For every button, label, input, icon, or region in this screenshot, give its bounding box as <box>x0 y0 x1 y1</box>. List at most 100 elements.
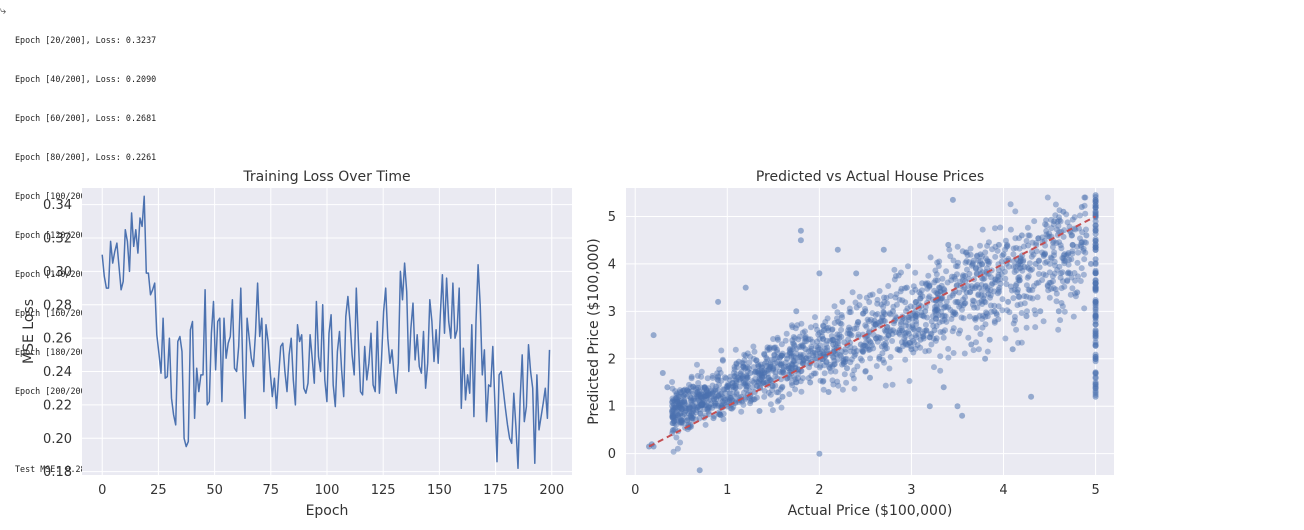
scatter-point <box>977 242 983 249</box>
scatter-point <box>792 361 799 368</box>
scatter-point <box>816 346 823 353</box>
scatter-point <box>829 363 836 370</box>
scatter-point <box>840 356 847 363</box>
scatter-point <box>743 372 750 379</box>
scatter-point <box>999 296 1006 303</box>
scatter-point <box>698 402 705 409</box>
scatter-point <box>1056 207 1063 214</box>
scatter-point <box>1082 249 1089 256</box>
scatter-point <box>978 281 985 288</box>
scatter-point <box>821 362 828 369</box>
scatter-point <box>870 320 877 327</box>
scatter-point <box>984 242 991 249</box>
scatter-point <box>913 298 919 305</box>
scatter-point <box>696 388 703 395</box>
scatter-point <box>698 368 705 375</box>
scatter-point <box>1043 258 1050 265</box>
scatter-point <box>854 363 861 370</box>
scatter-point <box>714 374 721 381</box>
scatter-point <box>761 351 768 357</box>
scatter-point <box>1057 218 1064 225</box>
scatter-point <box>817 377 824 384</box>
scatter-point <box>790 357 797 364</box>
scatter-point <box>734 364 741 371</box>
scatter-point <box>737 375 744 382</box>
scatter-point <box>973 324 980 331</box>
scatter-point <box>976 266 983 273</box>
scatter-point <box>1081 256 1088 263</box>
scatter-point <box>975 257 982 264</box>
scatter-point <box>899 327 906 334</box>
scatter-point <box>761 370 768 377</box>
scatter-point <box>908 334 915 341</box>
scatter-point <box>687 397 694 404</box>
scatter-point <box>1016 294 1023 301</box>
scatter-point <box>699 400 705 407</box>
scatter-point <box>951 273 958 280</box>
scatter-point <box>669 412 676 419</box>
scatter-point <box>731 364 738 370</box>
scatter-point <box>1015 276 1022 283</box>
scatter-point <box>827 361 834 368</box>
scatter-point <box>650 332 657 339</box>
scatter-point <box>1005 263 1012 270</box>
scatter-point <box>940 384 947 391</box>
scatter-point <box>929 313 936 320</box>
scatter-point <box>1092 280 1099 287</box>
scatter-point <box>830 353 836 360</box>
scatter-point <box>690 390 696 397</box>
scatter-point <box>1029 266 1036 273</box>
scatter-point <box>797 368 804 374</box>
scatter-point <box>691 395 698 402</box>
scatter-point <box>946 294 953 301</box>
scatter-point <box>724 386 731 393</box>
scatter-point <box>1026 260 1033 267</box>
scatter-point <box>1064 219 1071 226</box>
scatter-point <box>1021 293 1028 300</box>
scatter-point <box>829 326 836 333</box>
scatter-point <box>703 402 710 409</box>
scatter-point <box>829 336 836 343</box>
scatter-point <box>669 414 676 421</box>
scatter-point <box>698 401 705 408</box>
scatter-point <box>673 414 680 421</box>
scatter-point <box>1011 313 1018 320</box>
scatter-point <box>897 288 904 295</box>
scatter-point <box>758 361 764 368</box>
scatter-point <box>677 411 684 418</box>
scatter-point <box>697 410 704 417</box>
scatter-point <box>689 415 696 422</box>
scatter-point <box>1014 286 1021 293</box>
scatter-point <box>977 331 984 337</box>
scatter-point <box>1092 300 1099 307</box>
scatter-point <box>669 427 676 434</box>
scatter-point <box>727 405 734 412</box>
scatter-point <box>972 283 979 290</box>
scatter-point <box>730 384 736 390</box>
scatter-point <box>948 316 955 322</box>
scatter-point <box>878 301 885 308</box>
x-tick-label: 25 <box>150 483 167 498</box>
x-tick-label: 2 <box>815 483 823 498</box>
scatter-point <box>690 402 697 409</box>
scatter-point <box>974 304 981 311</box>
scatter-point <box>960 286 967 293</box>
scatter-point <box>816 329 823 336</box>
scatter-point <box>812 314 818 321</box>
scatter-point <box>757 369 764 376</box>
scatter-point <box>1034 294 1041 301</box>
scatter-point <box>1060 255 1067 262</box>
scatter-point <box>1044 283 1051 290</box>
scatter-point <box>715 392 722 399</box>
scatter-point <box>838 326 845 333</box>
scatter-point <box>694 389 701 396</box>
scatter-point <box>955 330 962 337</box>
scatter-point <box>674 445 681 452</box>
scatter-point <box>778 352 785 359</box>
scatter-point <box>793 354 799 361</box>
scatter-point <box>1029 248 1035 255</box>
scatter-point <box>910 325 917 332</box>
scatter-point <box>722 396 729 403</box>
scatter-point <box>984 258 991 265</box>
